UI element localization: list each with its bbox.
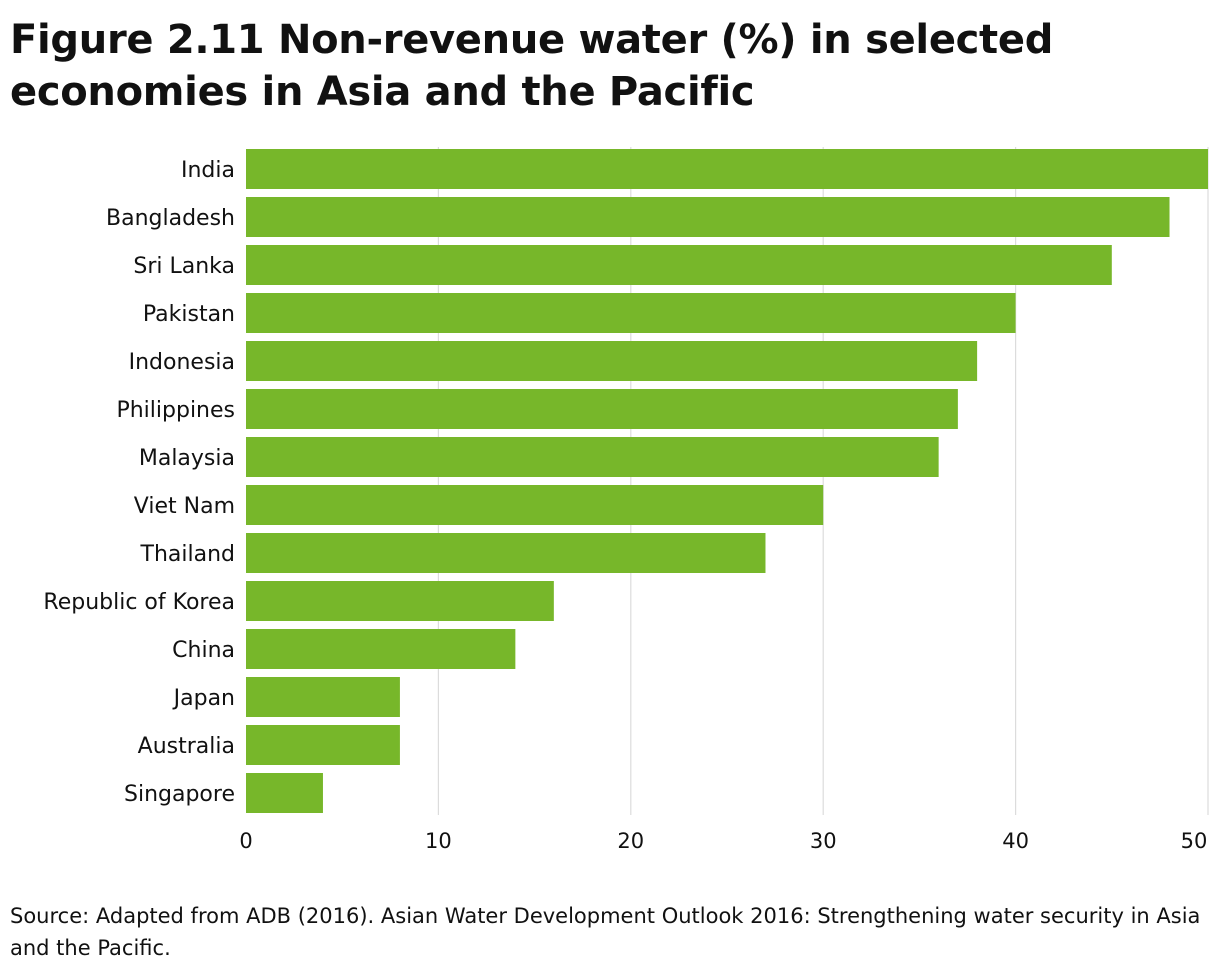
category-label: Bangladesh <box>106 206 235 231</box>
bar-chart: India Bangladesh Sri Lanka Pakistan Indonesi… <box>43 147 1209 853</box>
category-label: India <box>181 158 235 183</box>
x-tick-label: 0 <box>239 829 252 853</box>
bar <box>246 581 554 621</box>
category-label: China <box>172 638 235 663</box>
bar <box>246 197 1170 237</box>
x-tick-label: 40 <box>1002 829 1029 853</box>
category-label: Sri Lanka <box>133 254 235 279</box>
bar <box>246 437 939 477</box>
category-label: Pakistan <box>143 302 235 327</box>
bar <box>246 629 516 669</box>
category-label: Australia <box>138 734 235 759</box>
bar <box>246 341 978 381</box>
chart-title: Figure 2.11 Non-revenue water (%) in sel… <box>10 17 1054 115</box>
bar <box>246 293 1016 333</box>
x-tick-label: 50 <box>1181 829 1208 853</box>
x-tick-label: 30 <box>810 829 837 853</box>
category-label: Republic of Korea <box>43 590 235 615</box>
category-label: Indonesia <box>129 350 235 375</box>
category-label: Malaysia <box>139 446 235 471</box>
bar <box>246 773 323 813</box>
bar <box>246 485 824 525</box>
source-note: Source: Adapted from ADB (2016). Asian W… <box>10 904 1201 960</box>
x-axis-ticks: 0 10 20 30 40 50 <box>239 829 1207 853</box>
bar <box>246 533 766 573</box>
bar <box>246 149 1208 189</box>
bar <box>246 245 1112 285</box>
bars <box>246 149 1208 813</box>
x-tick-label: 20 <box>617 829 644 853</box>
bar <box>246 725 400 765</box>
category-label: Viet Nam <box>134 494 235 519</box>
category-label: Philippines <box>116 398 235 423</box>
category-label: Thailand <box>140 542 235 567</box>
x-tick-label: 10 <box>425 829 452 853</box>
category-label: Singapore <box>124 782 235 807</box>
category-label: Japan <box>172 686 235 711</box>
bar <box>246 677 400 717</box>
category-labels: India Bangladesh Sri Lanka Pakistan Indonesi… <box>43 158 235 807</box>
bar <box>246 389 958 429</box>
